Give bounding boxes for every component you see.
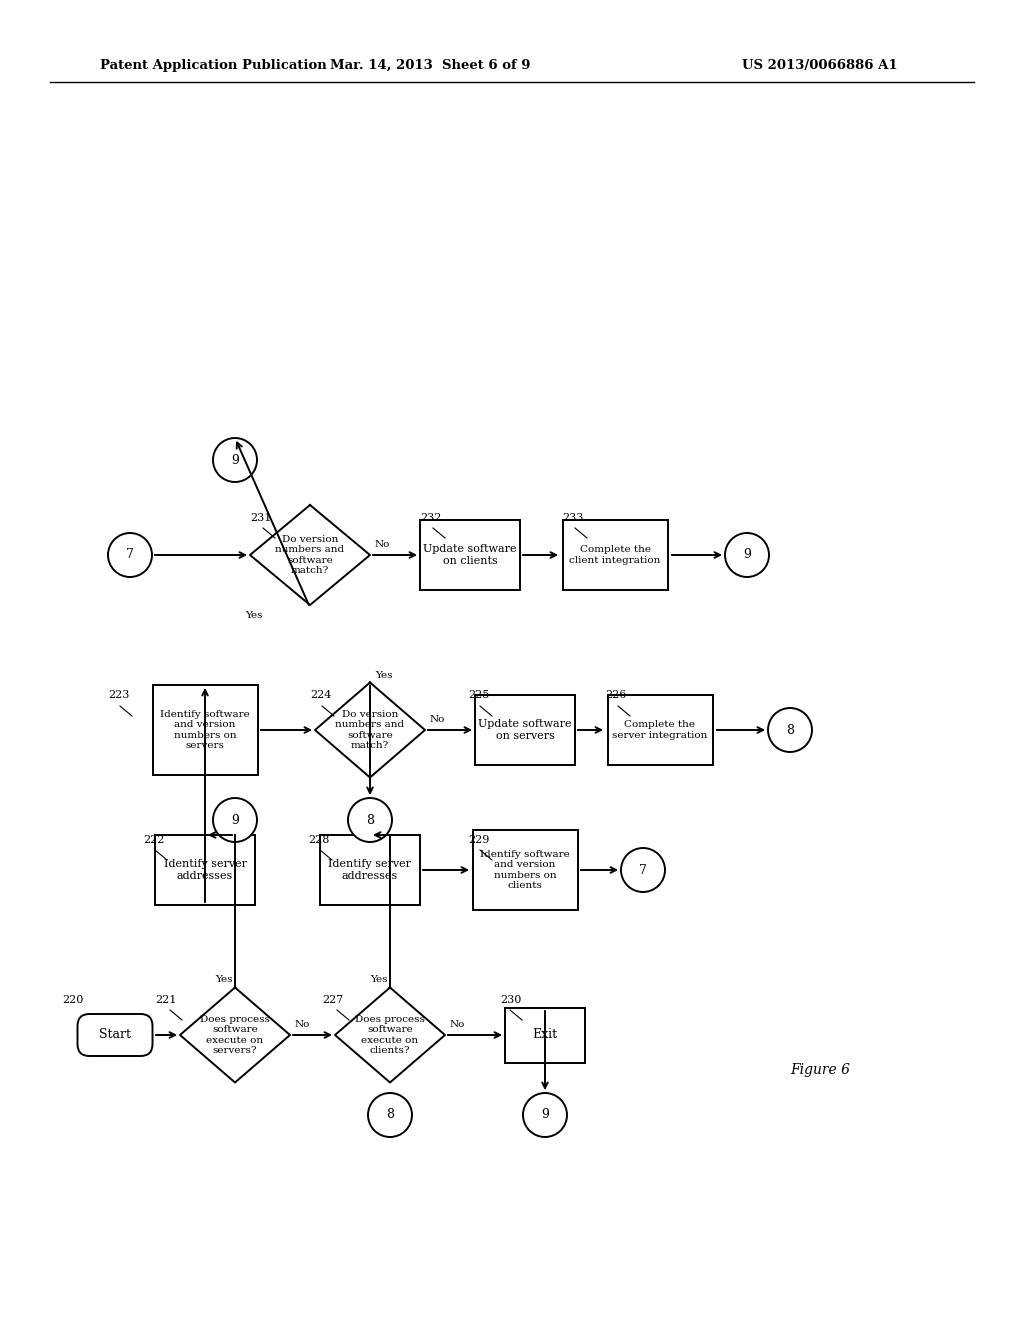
Text: No: No bbox=[375, 540, 390, 549]
Text: 232: 232 bbox=[420, 513, 441, 523]
Polygon shape bbox=[315, 682, 425, 777]
Text: 220: 220 bbox=[62, 995, 83, 1005]
Text: 230: 230 bbox=[500, 995, 521, 1005]
Text: 228: 228 bbox=[308, 836, 330, 845]
Text: Yes: Yes bbox=[245, 610, 262, 619]
Text: Does process
software
execute on
servers?: Does process software execute on servers… bbox=[200, 1015, 270, 1055]
Circle shape bbox=[213, 799, 257, 842]
Circle shape bbox=[213, 438, 257, 482]
Text: 225: 225 bbox=[468, 690, 489, 700]
Bar bbox=[153, 685, 257, 775]
Text: Does process
software
execute on
clients?: Does process software execute on clients… bbox=[355, 1015, 425, 1055]
Circle shape bbox=[768, 708, 812, 752]
Circle shape bbox=[108, 533, 152, 577]
Text: Do version
numbers and
software
match?: Do version numbers and software match? bbox=[336, 710, 404, 750]
Bar bbox=[472, 830, 578, 909]
Bar bbox=[505, 1007, 585, 1063]
Bar bbox=[475, 696, 575, 766]
Text: 7: 7 bbox=[126, 549, 134, 561]
Circle shape bbox=[368, 1093, 412, 1137]
Text: 8: 8 bbox=[786, 723, 794, 737]
Text: Identify server
addresses: Identify server addresses bbox=[329, 859, 412, 880]
Text: Identify software
and version
numbers on
clients: Identify software and version numbers on… bbox=[480, 850, 570, 890]
Text: 8: 8 bbox=[366, 813, 374, 826]
Circle shape bbox=[621, 847, 665, 892]
Bar bbox=[562, 520, 668, 590]
Text: Mar. 14, 2013  Sheet 6 of 9: Mar. 14, 2013 Sheet 6 of 9 bbox=[330, 58, 530, 71]
Text: 9: 9 bbox=[231, 813, 239, 826]
Text: Do version
numbers and
software
match?: Do version numbers and software match? bbox=[275, 535, 344, 576]
Circle shape bbox=[348, 799, 392, 842]
Text: Update software
on clients: Update software on clients bbox=[423, 544, 517, 566]
Polygon shape bbox=[180, 987, 290, 1082]
Text: 229: 229 bbox=[468, 836, 489, 845]
Polygon shape bbox=[250, 506, 370, 605]
Text: 222: 222 bbox=[143, 836, 165, 845]
Text: Identify server
addresses: Identify server addresses bbox=[164, 859, 247, 880]
Text: Yes: Yes bbox=[215, 975, 232, 985]
Text: Complete the
client integration: Complete the client integration bbox=[569, 545, 660, 565]
Text: Complete the
server integration: Complete the server integration bbox=[612, 721, 708, 739]
Text: No: No bbox=[295, 1020, 310, 1030]
Text: Yes: Yes bbox=[370, 975, 387, 985]
Text: 221: 221 bbox=[155, 995, 176, 1005]
Bar bbox=[155, 836, 255, 906]
Text: 224: 224 bbox=[310, 690, 332, 700]
Text: No: No bbox=[430, 715, 445, 723]
Text: 233: 233 bbox=[562, 513, 584, 523]
Text: 9: 9 bbox=[231, 454, 239, 466]
Circle shape bbox=[523, 1093, 567, 1137]
FancyBboxPatch shape bbox=[78, 1014, 153, 1056]
Text: 226: 226 bbox=[605, 690, 627, 700]
Bar bbox=[420, 520, 520, 590]
Text: 231: 231 bbox=[250, 513, 271, 523]
Text: Start: Start bbox=[99, 1028, 131, 1041]
Text: Update software
on servers: Update software on servers bbox=[478, 719, 571, 741]
Text: 8: 8 bbox=[386, 1109, 394, 1122]
Text: 7: 7 bbox=[639, 863, 647, 876]
Text: Exit: Exit bbox=[532, 1028, 557, 1041]
Text: 227: 227 bbox=[322, 995, 343, 1005]
Text: Identify software
and version
numbers on
servers: Identify software and version numbers on… bbox=[160, 710, 250, 750]
Bar bbox=[319, 836, 420, 906]
Text: 9: 9 bbox=[541, 1109, 549, 1122]
Text: 9: 9 bbox=[743, 549, 751, 561]
Circle shape bbox=[725, 533, 769, 577]
Text: Patent Application Publication: Patent Application Publication bbox=[100, 58, 327, 71]
Text: Yes: Yes bbox=[375, 671, 392, 680]
Bar bbox=[607, 696, 713, 766]
Text: US 2013/0066886 A1: US 2013/0066886 A1 bbox=[742, 58, 898, 71]
Text: 223: 223 bbox=[108, 690, 129, 700]
Text: Figure 6: Figure 6 bbox=[790, 1063, 850, 1077]
Polygon shape bbox=[335, 987, 445, 1082]
Text: No: No bbox=[450, 1020, 465, 1030]
